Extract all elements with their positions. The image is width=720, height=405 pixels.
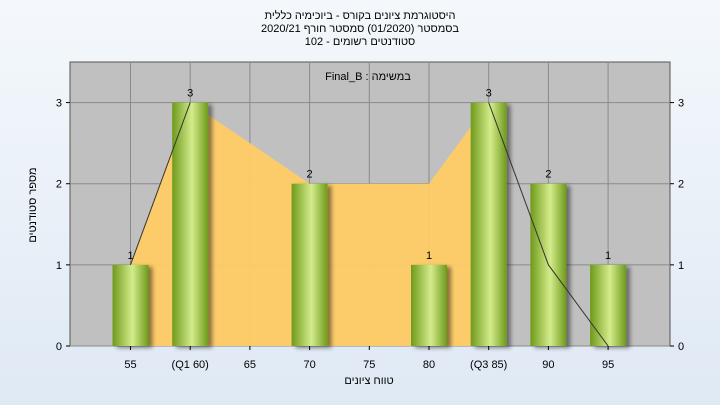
x-axis-title: טווח ציונים	[344, 375, 393, 387]
x-tick-label: 80	[423, 359, 435, 371]
y-tick-label-left: 1	[56, 260, 62, 272]
y-tick-label-right: 0	[678, 341, 684, 353]
y-tick-label-left: 3	[56, 98, 62, 110]
bar	[291, 183, 328, 346]
x-tick-label: 70	[303, 359, 315, 371]
x-tick-label: 90	[542, 359, 554, 371]
panel-caption: Final_B : במשימה	[325, 71, 411, 83]
chart-title-block: היסטוגרמת ציונים בקורס - ביוכימיה כללית …	[0, 10, 720, 49]
y-tick-label-right: 1	[678, 260, 684, 272]
y-axis-title: מספר סטודנטים	[27, 167, 39, 242]
bar-value-label: 3	[187, 88, 193, 100]
bar	[172, 102, 209, 346]
bar-value-label: 3	[486, 88, 492, 100]
bar-value-label: 2	[307, 169, 313, 181]
bar	[470, 102, 507, 346]
bar	[590, 264, 627, 346]
chart-title: היסטוגרמת ציונים בקורס - ביוכימיה כללית	[264, 10, 456, 22]
x-tick-label: 95	[602, 359, 614, 371]
bar-value-label: 1	[426, 250, 432, 262]
chart-subtitle-students: סטודנטים רשומים - 102	[304, 36, 416, 48]
trend-line-left	[130, 102, 191, 266]
x-tick-label: (Q1 60)	[172, 359, 209, 371]
axes: 0 0 1 1 2 2 3 3 55 (Q1 60) 65 70 75 80 (Q3 85) 90 95	[56, 98, 684, 371]
x-tick-label: (Q3 85)	[470, 359, 507, 371]
bar-value-label: 1	[605, 250, 611, 262]
y-tick-label-left: 2	[56, 179, 62, 191]
x-tick-label: 55	[124, 359, 136, 371]
bar-value-label: 2	[545, 169, 551, 181]
bars: 1 3 2 1 3 2 1	[112, 88, 627, 346]
y-tick-label-left: 0	[56, 341, 62, 353]
x-tick-label: 75	[363, 359, 375, 371]
chart-subtitle-semester: בסמסטר (01/2020) סמסטר חורף 2020/21	[260, 23, 460, 35]
y-tick-label-right: 2	[678, 179, 684, 191]
y-tick-label-right: 3	[678, 98, 684, 110]
bar	[411, 264, 447, 346]
bar-value-label: 1	[127, 250, 133, 262]
trend-line-right	[488, 102, 609, 347]
x-tick-label: 65	[244, 359, 256, 371]
trend-lines	[130, 102, 609, 347]
bar	[112, 264, 149, 346]
